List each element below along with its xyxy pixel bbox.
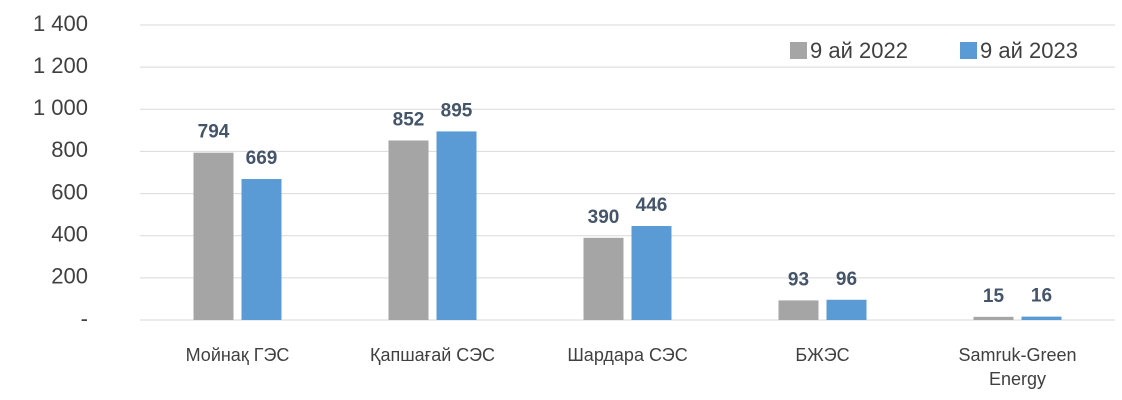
legend-label: 9 ай 2023	[980, 38, 1078, 63]
data-label: 16	[1031, 286, 1052, 307]
bar	[193, 152, 234, 320]
data-label: 852	[393, 109, 425, 130]
data-label: 15	[983, 286, 1005, 307]
y-tick-label: 1 200	[33, 53, 88, 78]
data-label: 669	[246, 148, 278, 169]
bar	[826, 299, 867, 320]
bar	[1021, 316, 1062, 320]
y-tick-label: 600	[51, 179, 88, 204]
y-tick-label: 800	[51, 137, 88, 162]
x-tick-label: Samruk-Green Energy	[958, 345, 1077, 389]
bar	[241, 179, 282, 320]
x-tick-label: Қапшағай СЭС	[369, 345, 496, 365]
x-tick-label: БЖЭС	[795, 345, 850, 365]
bar	[388, 140, 429, 320]
legend-swatch	[790, 42, 807, 59]
x-tick-label: Мойнақ ГЭС	[185, 345, 290, 365]
data-label: 96	[836, 269, 857, 290]
data-label: 446	[636, 195, 668, 216]
x-tick-label: Шардара СЭС	[567, 345, 688, 365]
bar	[778, 300, 819, 320]
legend-label: 9 ай 2022	[810, 38, 908, 63]
data-label: 390	[588, 207, 620, 228]
legend-swatch	[960, 42, 977, 59]
data-label: 895	[441, 100, 473, 121]
y-tick-label: 1 000	[33, 95, 88, 120]
bar	[583, 237, 624, 320]
y-tick-label: 200	[51, 264, 88, 289]
y-tick-label: 1 400	[33, 11, 88, 36]
data-label: 93	[788, 269, 809, 290]
y-tick-label: 400	[51, 222, 88, 247]
data-label: 794	[198, 122, 230, 143]
bar	[973, 316, 1014, 320]
bar	[631, 226, 672, 320]
bar	[436, 131, 477, 320]
y-tick-label: -	[81, 306, 88, 331]
